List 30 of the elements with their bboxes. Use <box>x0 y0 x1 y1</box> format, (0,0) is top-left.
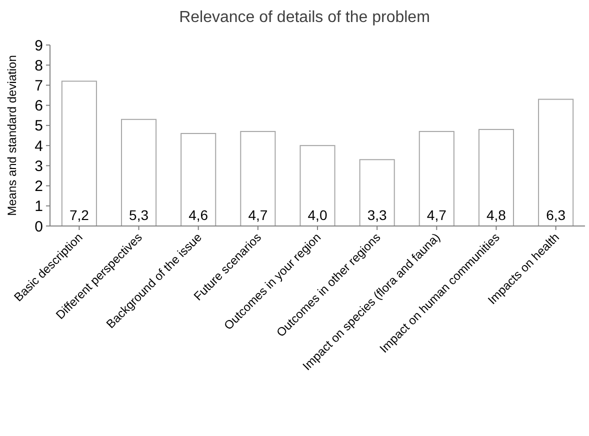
y-tick-label: 9 <box>34 37 43 54</box>
bar <box>359 159 395 226</box>
data-label: 4,7 <box>248 207 268 223</box>
data-label: 6,3 <box>546 207 566 223</box>
bar <box>538 98 574 226</box>
bar <box>478 128 514 226</box>
data-label: 3,3 <box>367 207 388 223</box>
data-label: 4,8 <box>486 207 506 223</box>
y-tick-label: 5 <box>34 118 43 135</box>
y-tick-label: 0 <box>34 218 43 236</box>
data-label: 5,3 <box>129 207 149 223</box>
y-tick-label: 4 <box>34 138 43 155</box>
y-tick-label: 3 <box>34 158 43 175</box>
y-tick-label: 2 <box>34 178 43 196</box>
data-label: 4,7 <box>426 207 447 223</box>
bar <box>418 130 454 226</box>
bar <box>61 80 97 226</box>
chart-title: Relevance of details of the problem <box>179 9 430 26</box>
y-tick-label: 8 <box>34 57 43 74</box>
y-tick-label: 6 <box>34 98 43 115</box>
bar <box>240 130 276 226</box>
bar <box>180 132 216 226</box>
data-label: 7,2 <box>69 207 90 223</box>
bar <box>300 145 336 226</box>
y-tick-label: 1 <box>34 198 43 216</box>
data-label: 4,6 <box>188 207 208 223</box>
y-axis-title: Means and standard deviation <box>5 55 19 216</box>
bar <box>120 118 157 226</box>
data-label: 4,0 <box>308 207 328 223</box>
y-tick-label: 7 <box>34 77 43 94</box>
